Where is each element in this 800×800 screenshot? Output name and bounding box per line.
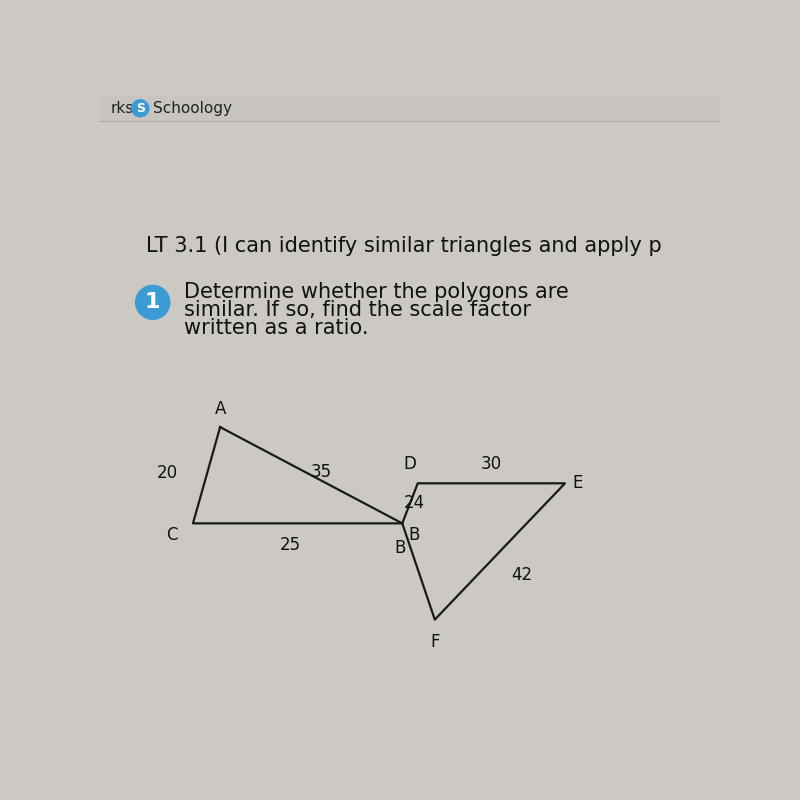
Text: C: C (166, 526, 178, 544)
Text: 25: 25 (279, 537, 301, 554)
Text: A: A (214, 400, 226, 418)
Text: B: B (409, 526, 420, 544)
Text: F: F (430, 634, 439, 651)
Text: 30: 30 (481, 455, 502, 474)
Circle shape (132, 100, 149, 117)
Text: 42: 42 (510, 566, 532, 584)
Text: LT 3.1 (I can identify similar triangles and apply p: LT 3.1 (I can identify similar triangles… (146, 236, 662, 256)
Text: E: E (573, 474, 583, 492)
Text: rks: rks (111, 101, 134, 116)
Text: 20: 20 (156, 464, 178, 482)
Text: S: S (136, 102, 145, 115)
Text: Schoology: Schoology (153, 101, 232, 116)
Text: B: B (394, 538, 406, 557)
Text: 24: 24 (404, 494, 425, 511)
Text: Determine whether the polygons are: Determine whether the polygons are (184, 282, 569, 302)
Bar (100, 96, 720, 121)
Text: 1: 1 (145, 292, 161, 312)
Circle shape (136, 286, 170, 319)
Text: D: D (403, 455, 416, 474)
Text: 35: 35 (310, 462, 331, 481)
Text: similar. If so, find the scale factor: similar. If so, find the scale factor (184, 300, 530, 320)
Text: written as a ratio.: written as a ratio. (184, 318, 368, 338)
